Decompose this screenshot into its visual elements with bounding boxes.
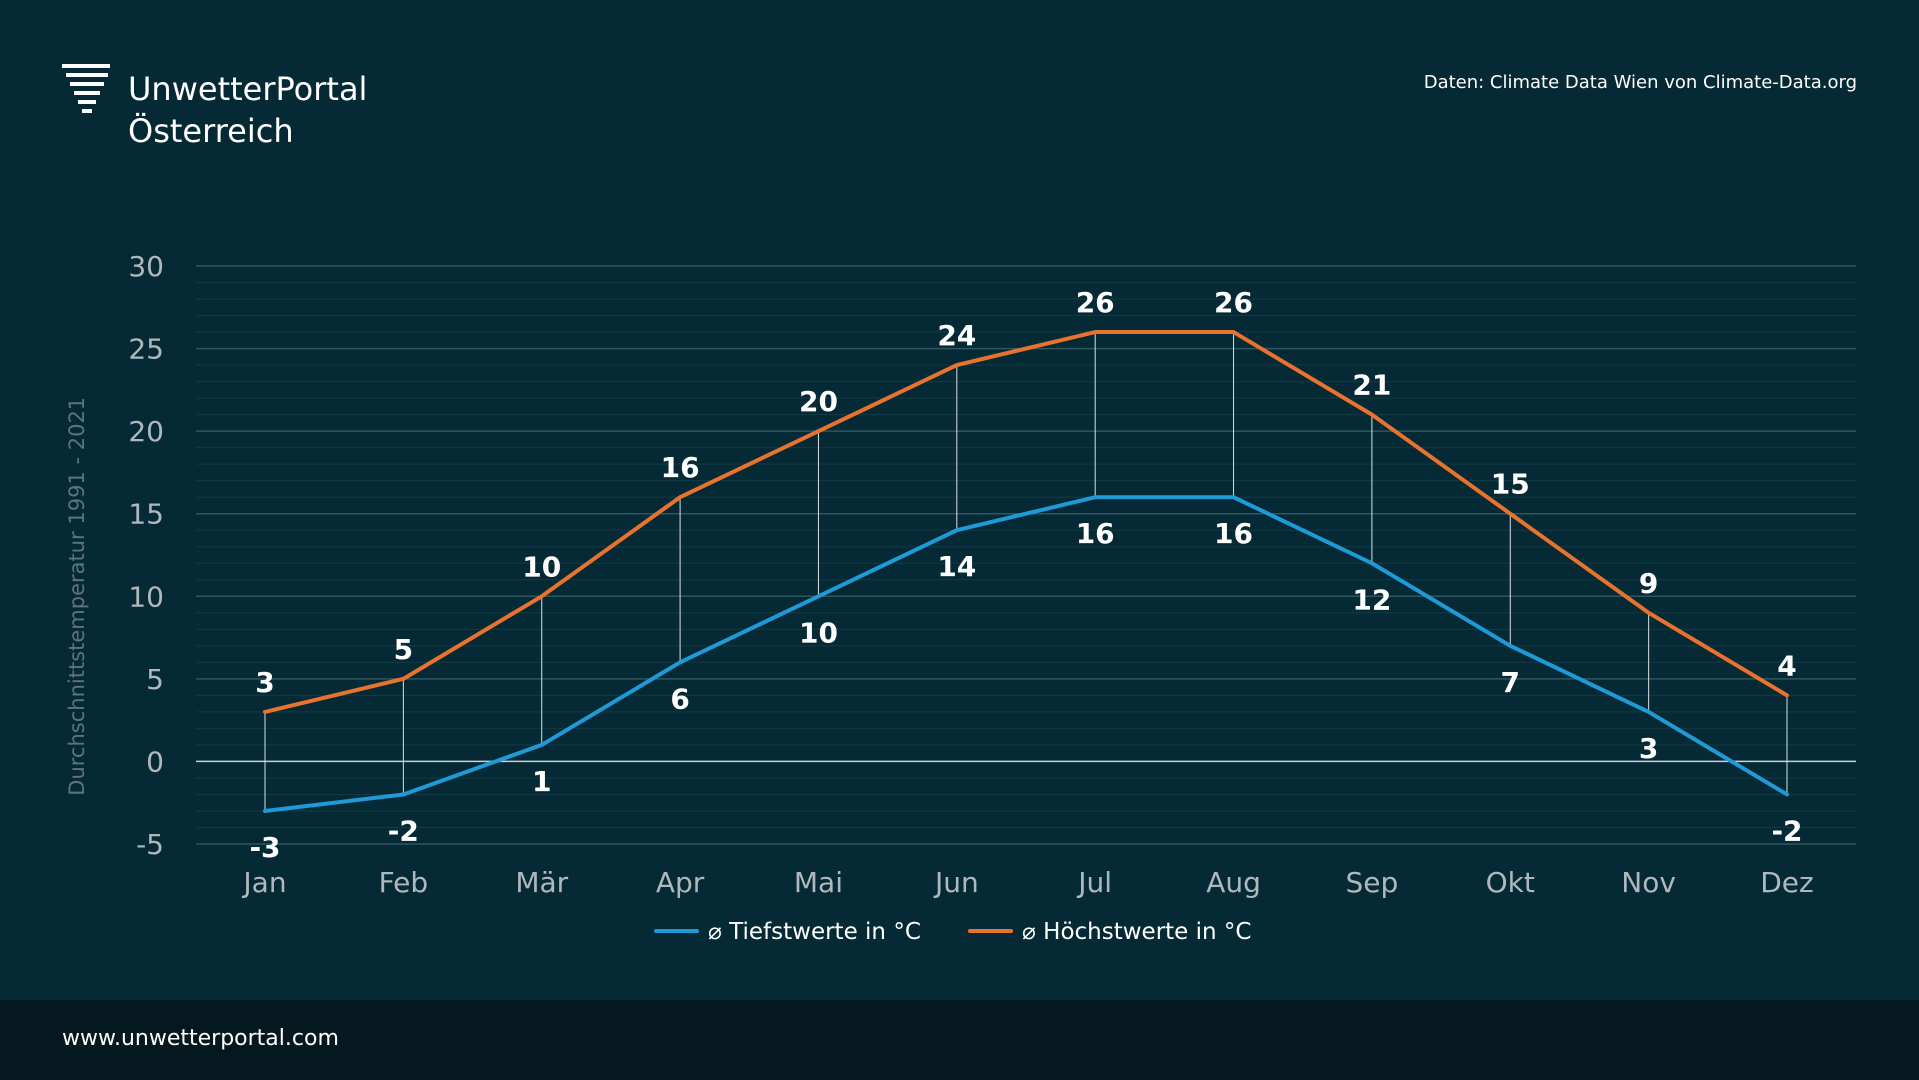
- data-source: Daten: Climate Data Wien von Climate-Dat…: [1423, 72, 1857, 93]
- y-tick-label: -5: [136, 828, 164, 861]
- x-tick-label: Okt: [1486, 866, 1535, 899]
- y-axis-title: Durchschnittstemperatur 1991 - 2021: [65, 397, 89, 796]
- high-data-label: 24: [937, 319, 976, 352]
- x-tick-label: Mär: [515, 866, 568, 899]
- high-data-label: 16: [661, 451, 700, 484]
- high-data-label: 3: [255, 666, 274, 699]
- y-tick-label: 25: [128, 333, 164, 366]
- high-data-label: 10: [522, 550, 561, 583]
- low-data-label: 1: [532, 765, 551, 798]
- y-tick-label: 0: [146, 745, 164, 778]
- y-tick-label: 20: [128, 415, 164, 448]
- brand-logo: UnwetterPortal Österreich: [62, 62, 367, 152]
- high-data-label: 26: [1076, 286, 1115, 319]
- low-data-label: -2: [388, 814, 419, 847]
- x-tick-label: Mai: [794, 866, 843, 899]
- low-data-label: -3: [249, 831, 280, 864]
- y-tick-label: 30: [128, 250, 164, 283]
- low-data-label: 10: [799, 616, 838, 649]
- high-data-label: 21: [1352, 369, 1391, 402]
- x-tick-label: Jan: [241, 866, 286, 899]
- low-series-line: [263, 495, 1789, 813]
- low-data-label: 16: [1076, 517, 1115, 550]
- weather-tornado-icon: [62, 64, 110, 113]
- y-tick-label: 15: [128, 498, 164, 531]
- x-tick-label: Sep: [1346, 866, 1399, 899]
- low-data-label: 7: [1501, 666, 1520, 699]
- low-data-label: 3: [1639, 732, 1658, 765]
- footer: www.unwetterportal.com: [0, 1000, 1919, 1080]
- x-tick-label: Feb: [379, 866, 429, 899]
- x-tick-label: Aug: [1206, 866, 1261, 899]
- brand-line-2: Österreich: [128, 112, 294, 150]
- legend-label-high: ⌀ Höchstwerte in °C: [1022, 919, 1251, 945]
- high-data-label: 20: [799, 385, 838, 418]
- high-data-label: 26: [1214, 286, 1253, 319]
- brand-line-1: UnwetterPortal: [128, 70, 368, 108]
- x-tick-label: Apr: [656, 866, 705, 899]
- high-data-label: 5: [394, 633, 413, 666]
- x-tick-label: Jun: [933, 866, 979, 899]
- low-data-label: 12: [1352, 583, 1391, 616]
- footer-url: www.unwetterportal.com: [62, 1026, 339, 1051]
- low-data-label: -2: [1771, 814, 1802, 847]
- x-tick-label: Dez: [1760, 866, 1813, 899]
- high-data-label: 9: [1639, 567, 1658, 600]
- y-tick-label: 5: [146, 663, 164, 696]
- low-data-label: 6: [670, 682, 689, 715]
- high-series-line: [263, 330, 1789, 714]
- x-tick-label: Jul: [1076, 866, 1112, 899]
- low-data-label: 14: [937, 550, 976, 583]
- high-data-label: 4: [1777, 649, 1796, 682]
- x-tick-label: Nov: [1621, 866, 1676, 899]
- brand-name: UnwetterPortal Österreich: [128, 68, 367, 152]
- chart-container: 30 25 20 15 10 5 0 -5 Durchschnittstemperatur 19…: [65, 250, 1856, 945]
- legend-label-low: ⌀ Tiefstwerte in °C: [708, 919, 921, 945]
- high-data-label: 15: [1491, 468, 1530, 501]
- low-data-label: 16: [1214, 517, 1253, 550]
- y-tick-label: 10: [128, 580, 164, 613]
